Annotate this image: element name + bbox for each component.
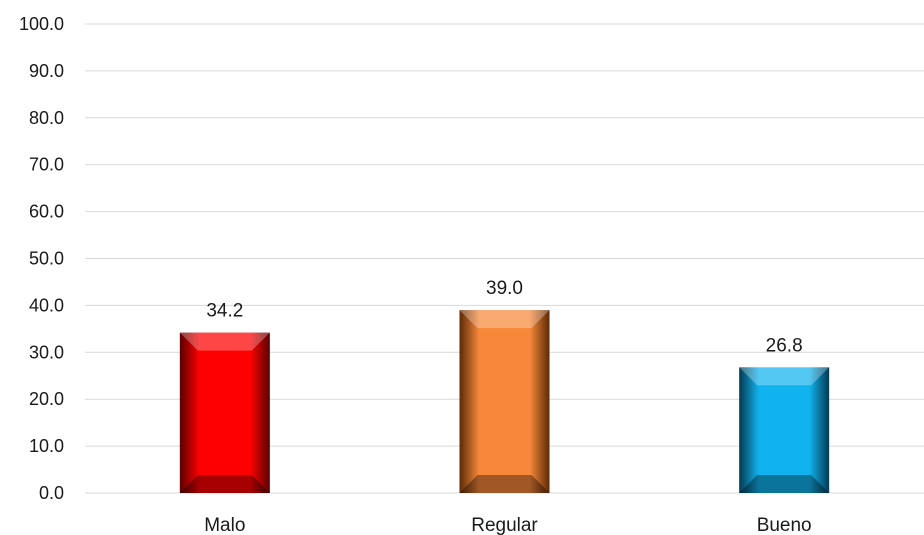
y-tick-label: 30.0 (29, 342, 64, 362)
x-tick-label: Regular (471, 515, 538, 535)
bar-body (459, 310, 550, 493)
y-tick-label: 100.0 (19, 14, 64, 34)
y-tick-label: 60.0 (29, 202, 64, 222)
bar-bueno (739, 367, 830, 493)
y-tick-label: 70.0 (29, 155, 64, 175)
bar-bottom-bevel (459, 475, 550, 493)
bar-top-bevel (739, 367, 830, 386)
data-labels: 34.2 39.0 26.8 (206, 278, 802, 356)
bar-regular (459, 310, 550, 493)
bar-top-bevel (459, 310, 550, 329)
x-tick-label: Bueno (757, 515, 812, 535)
y-tick-label: 90.0 (29, 61, 64, 81)
y-axis-tick-labels: 0.0 10.0 20.0 30.0 40.0 50.0 60.0 70.0 80.0 90.0 1… (19, 14, 64, 503)
bars (179, 310, 830, 493)
bar-bottom-bevel (739, 475, 830, 493)
y-tick-label: 10.0 (29, 436, 64, 456)
x-axis-tick-labels: Malo Regular Bueno (204, 515, 811, 535)
y-tick-label: 50.0 (29, 249, 64, 269)
y-tick-label: 40.0 (29, 295, 64, 315)
bar-bottom-bevel (179, 475, 270, 493)
data-label: 34.2 (206, 301, 243, 322)
bar-top-bevel (179, 332, 270, 351)
bar-malo (179, 332, 270, 493)
y-tick-label: 0.0 (39, 483, 64, 503)
y-tick-label: 80.0 (29, 108, 64, 128)
bar-body (179, 332, 270, 493)
data-label: 26.8 (766, 335, 803, 356)
data-label: 39.0 (486, 278, 523, 299)
y-tick-label: 20.0 (29, 389, 64, 409)
bar-body (739, 367, 830, 493)
x-tick-label: Malo (204, 515, 245, 535)
